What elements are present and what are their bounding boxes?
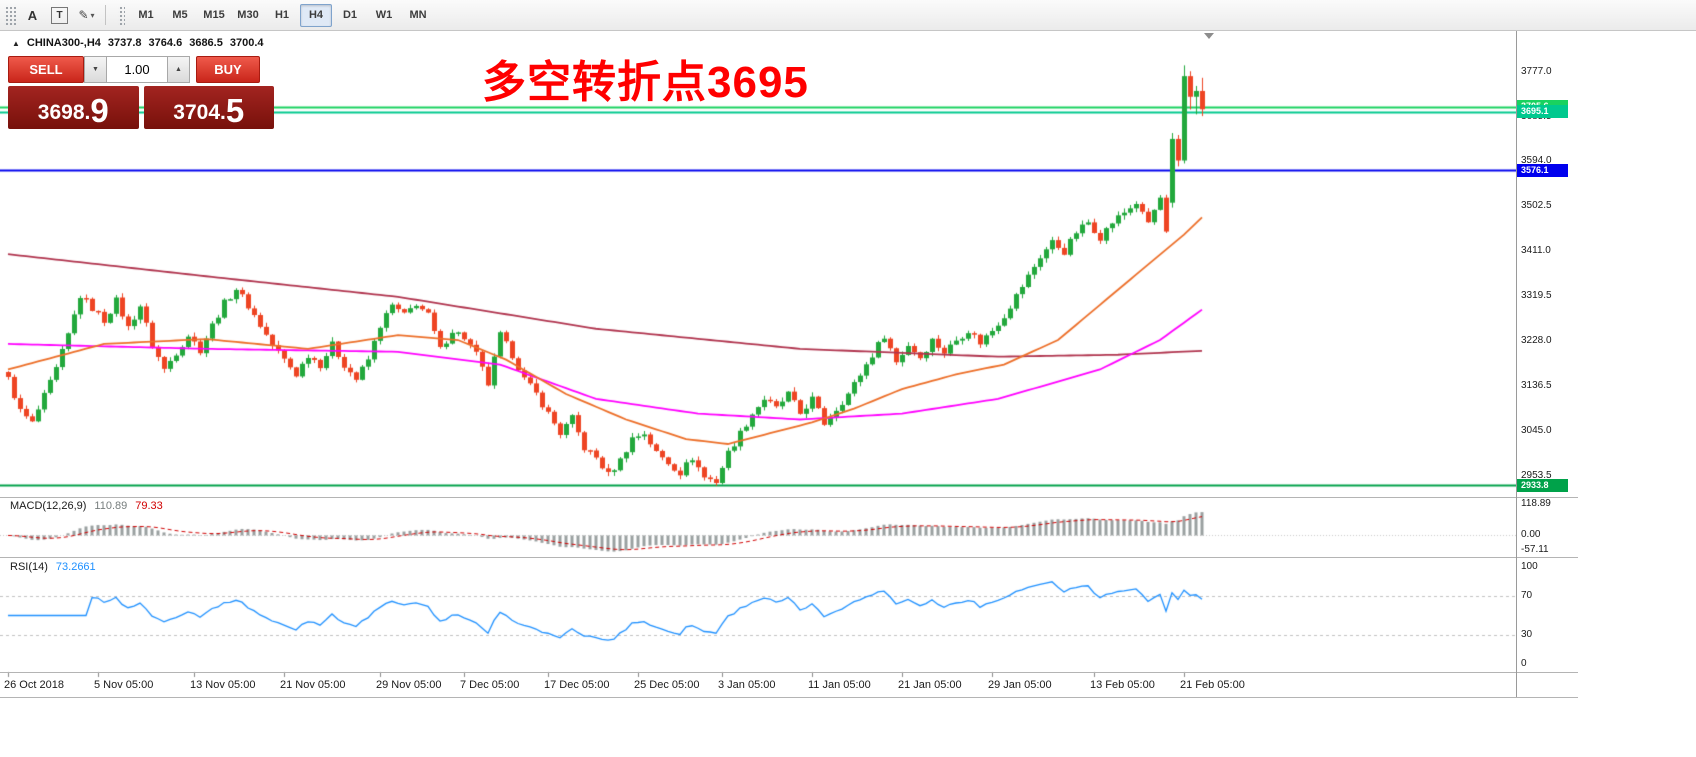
rsi-axis-label: 100	[1521, 560, 1538, 572]
time-axis-label: 3 Jan 05:00	[718, 679, 776, 691]
rsi-panel-top-border	[0, 557, 1578, 558]
chevron-down-icon: ▾	[90, 10, 95, 20]
time-axis-label: 21 Jan 05:00	[898, 679, 962, 691]
price-axis-border	[1516, 31, 1517, 697]
one-click-toggle-icon[interactable]: ▲	[12, 38, 20, 48]
timeframe-h1-button[interactable]: H1	[274, 9, 290, 21]
rsi-value: 73.2661	[55, 561, 96, 573]
price-tick-label: 3777.0	[1521, 65, 1552, 77]
one-click-trading-panel: SELL ▼ ▲ BUY 3698.9 3704.5	[8, 56, 274, 129]
price-line-tag: 2933.8	[1517, 478, 1568, 492]
rsi-name: RSI(14)	[10, 561, 48, 573]
timeframe-w1-button[interactable]: W1	[375, 9, 393, 21]
volume-input[interactable]	[107, 56, 167, 83]
timeframe-m30-button[interactable]: M30	[237, 9, 259, 21]
time-axis-label: 29 Nov 05:00	[376, 679, 442, 691]
symbol-label: CHINA300-,H4	[26, 37, 101, 49]
macd-axis-label: 0.00	[1521, 529, 1541, 541]
volume-increase-button[interactable]: ▲	[167, 56, 190, 83]
macd-axis-label: 118.89	[1521, 498, 1551, 510]
volume-decrease-button[interactable]: ▼	[84, 56, 107, 83]
time-axis-top-border	[0, 672, 1578, 673]
text-tool-button[interactable]: A	[27, 7, 38, 23]
time-axis-label: 11 Jan 05:00	[808, 679, 871, 691]
macd-panel-top-border	[0, 497, 1578, 498]
time-axis-label: 21 Nov 05:00	[280, 679, 346, 691]
toolbar-separator	[105, 5, 106, 25]
time-axis-label: 25 Dec 05:00	[634, 679, 700, 691]
rsi-axis-label: 70	[1521, 590, 1533, 602]
time-axis-bottom-border	[0, 697, 1578, 698]
sell-price-main: 3698.	[37, 101, 91, 124]
label-tool-button[interactable]: T	[47, 3, 72, 27]
toolbar-grip-icon[interactable]	[4, 5, 16, 25]
buy-button[interactable]: BUY	[196, 56, 260, 83]
price-tick-label: 3136.5	[1521, 379, 1552, 391]
price-tick-label: 3411.0	[1521, 245, 1551, 257]
price-line-tag: 3695.1	[1517, 105, 1568, 119]
buy-price-big-digit: 5	[225, 92, 245, 129]
rsi-axis-label: 30	[1521, 628, 1533, 640]
sell-price-display[interactable]: 3698. 9	[8, 86, 139, 129]
timeframe-h4-button[interactable]: H4	[300, 3, 332, 27]
macd-name: MACD(12,26,9)	[10, 500, 87, 512]
timeframe-toolbar-grip-icon[interactable]	[118, 5, 125, 25]
chart-header: ▲ CHINA300-,H4 3737.8 3764.6 3686.5 3700…	[12, 37, 264, 49]
macd-axis-label: -57.11	[1521, 544, 1549, 556]
pencil-icon: ✎	[78, 8, 89, 22]
time-axis-label: 26 Oct 2018	[4, 679, 64, 691]
price-tick-label: 3228.0	[1521, 335, 1552, 346]
close-value: 3700.4	[229, 37, 264, 49]
timeframe-m5-button[interactable]: M5	[172, 9, 188, 21]
time-axis-label: 29 Jan 05:00	[988, 679, 1052, 691]
text-label-icon: T	[51, 6, 68, 24]
timeframe-mn-button[interactable]: MN	[409, 9, 427, 21]
macd-signal-value: 79.33	[135, 500, 163, 512]
sell-button[interactable]: SELL	[8, 56, 84, 83]
timeframe-m15-button[interactable]: M15	[203, 9, 225, 21]
time-axis-label: 5 Nov 05:00	[94, 679, 154, 691]
macd-label: MACD(12,26,9) 110.89 79.33	[10, 500, 163, 512]
shapes-tool-button[interactable]: ✎ ▾	[74, 3, 99, 27]
rsi-axis-label: 0	[1521, 658, 1527, 670]
price-tick-label: 2953.5	[1521, 469, 1552, 481]
top-toolbar: A T ✎ ▾ M1 M5 M15 M30 H1 H4 D1 W1 MN	[0, 0, 1696, 31]
macd-value: 110.89	[94, 500, 128, 512]
timeframe-d1-button[interactable]: D1	[342, 9, 358, 21]
buy-price-display[interactable]: 3704. 5	[143, 86, 274, 129]
rsi-label: RSI(14) 73.2661	[10, 561, 96, 573]
chart-shift-marker-icon[interactable]	[1204, 33, 1214, 39]
price-tick-label: 3594.0	[1521, 155, 1552, 167]
time-axis-label: 13 Nov 05:00	[190, 679, 256, 691]
price-line-tag: 3576.1	[1517, 163, 1568, 177]
price-tick-label: 3319.5	[1521, 290, 1552, 302]
high-value: 3764.6	[148, 37, 183, 49]
price-tick-label: 3502.5	[1521, 200, 1552, 212]
timeframe-m1-button[interactable]: M1	[138, 9, 154, 21]
timeframe-group: M1 M5 M15 M30 H1 H4 D1 W1 MN	[129, 3, 435, 27]
open-value: 3737.8	[107, 37, 142, 49]
time-axis-label: 13 Feb 05:00	[1090, 679, 1155, 691]
time-axis-label: 21 Feb 05:00	[1180, 679, 1245, 691]
buy-price-main: 3704.	[173, 101, 226, 124]
price-tick-label: 3045.0	[1521, 424, 1552, 436]
time-axis-label: 17 Dec 05:00	[544, 679, 610, 691]
annotation-text: 多空转折点3695	[482, 58, 809, 107]
sell-price-big-digit: 9	[90, 92, 109, 129]
low-value: 3686.5	[189, 37, 223, 49]
time-axis-label: 7 Dec 05:00	[460, 679, 520, 691]
